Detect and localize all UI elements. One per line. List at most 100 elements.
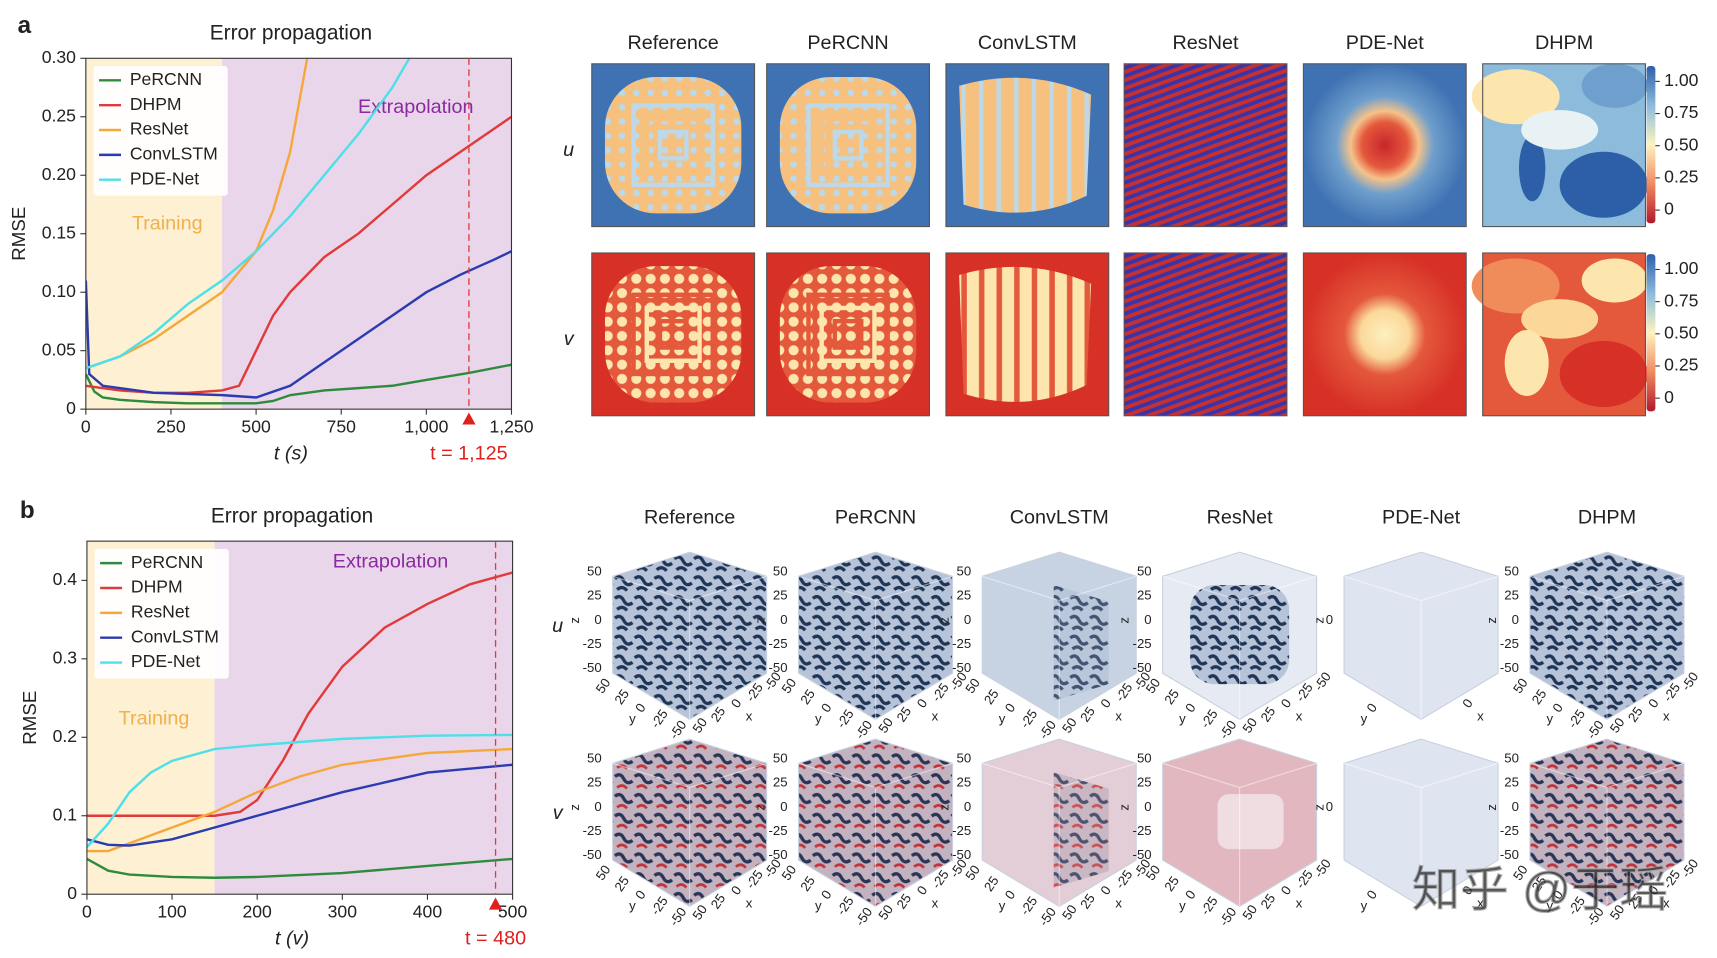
column-title: PDE-Net [1346,32,1425,54]
y-tick-label: 0.05 [42,339,76,359]
image-frame [945,252,1110,417]
series-line [86,857,513,879]
cube-tick-label: 0 [1645,696,1661,711]
cube-tick-label: -50 [1216,905,1239,929]
y-tick-label: 0 [66,398,76,418]
cube-axis-label: y [999,898,1006,913]
column-title: Reference [628,32,719,54]
cube-tick-label: 0 [728,696,744,711]
field-ring [806,103,890,187]
cube-axis-label: x [746,709,753,724]
cube-tick-label: 0 [1144,799,1151,814]
cube-tick-label: 25 [1077,704,1098,725]
colorbar-tick-label: 0 [1664,199,1674,219]
legend-label: PDE-Net [130,168,199,188]
cube-tick-label: -25 [833,894,856,918]
cube-feature [1053,772,1109,888]
x-tick-label: 100 [157,902,187,922]
field-blob [1471,258,1560,314]
region-label: Extrapolation [333,550,448,572]
cube-tick-label: -25 [768,823,787,838]
heatmap-image [945,63,1110,228]
column-title: PDE-Net [1382,506,1461,528]
cube-axis-label: z [753,804,768,811]
image-frame [945,63,1110,228]
cube-tick-label: -50 [952,847,971,862]
legend-label: ResNet [131,601,190,621]
y-axis-label: RMSE [8,207,29,261]
cube-tick-label: -50 [583,847,602,862]
x-tick-label: 1,000 [404,416,448,436]
region [222,58,512,410]
legend-label: PeRCNN [131,552,203,572]
annotation-label: t = 1,125 [430,442,508,464]
cube-axis-label: y [629,711,636,726]
field-bg [1124,63,1287,227]
cube-tick-label: 25 [1137,588,1152,603]
field-pattern [604,266,742,403]
cube-tick-label: 50 [1607,902,1628,923]
image-frame [591,252,756,417]
cube-tick-label: 0 [1512,799,1519,814]
cube-tick-label: 50 [587,563,602,578]
cube-tick-label: -25 [1565,707,1588,731]
field-pattern [959,77,1092,213]
cube-edge [1529,575,1685,720]
heatmap-image [1123,63,1288,228]
y-tick-label: 0.1 [53,804,77,824]
cube-tick-label: 25 [773,775,788,790]
panel-label: a [18,12,32,39]
cube-tick-label: -25 [1133,636,1152,651]
cube-tick-label: 0 [780,799,787,814]
colorbar-tick-label: 0.25 [1664,355,1698,375]
cube-tick-label: 50 [689,715,710,736]
cube-axis-label: y [1179,711,1186,726]
cube-axis-label: y [815,711,822,726]
cube-edge [1162,762,1317,907]
cube-tick-label: -50 [1216,718,1239,742]
cube-tick-label: 25 [1077,891,1098,912]
x-tick-label: 0 [81,416,91,436]
column-title: ConvLSTM [1010,506,1109,528]
cube-axis-label: z [1484,804,1499,811]
cube-tick-label: -50 [583,660,602,675]
cube-tick-label: 25 [797,873,818,894]
cube-tick-label: 50 [962,675,983,696]
column-title: Reference [644,506,735,528]
y-tick-label: 0.30 [42,47,76,67]
cube-tick-label: 0 [1097,883,1113,898]
cube-tick-label: -25 [833,707,856,731]
cube-axis-label: z [1117,804,1132,811]
cube-axis-label: z [567,804,582,811]
cube-tick-label: 25 [587,775,602,790]
field-blob [1521,299,1599,339]
cube-tick-label: 25 [1504,588,1519,603]
cube-tick-label: 50 [1504,563,1519,578]
annotation-label: t = 480 [465,928,526,950]
x-tick-label: 400 [413,902,443,922]
cube-tick-label: 25 [957,775,972,790]
cube-tick-label: 0 [1326,799,1333,814]
cube-axis-label: y [999,711,1006,726]
image-frame [1482,252,1647,417]
cube-tick-label: -25 [952,823,971,838]
cube-tick-label: 25 [797,686,818,707]
cube-edge [982,762,1137,907]
row-label: u [552,615,563,637]
column-title: ResNet [1173,32,1239,54]
heatmap-image [591,63,756,228]
cube-tick-label: 50 [1510,675,1531,696]
cube-tick-label: -50 [852,905,875,929]
heatmap-image [1302,63,1467,228]
cube-tick-label: 50 [957,750,972,765]
colorbar-tick-label: 1.00 [1664,258,1698,278]
cube-tick-label: 0 [1459,696,1475,711]
cube-tick-label: -50 [1584,718,1607,742]
cube-edge [1343,762,1499,907]
plot-frame [85,57,513,410]
cube-tick-label: -25 [1133,823,1152,838]
colorbar-tick-label: 1.00 [1664,70,1698,90]
